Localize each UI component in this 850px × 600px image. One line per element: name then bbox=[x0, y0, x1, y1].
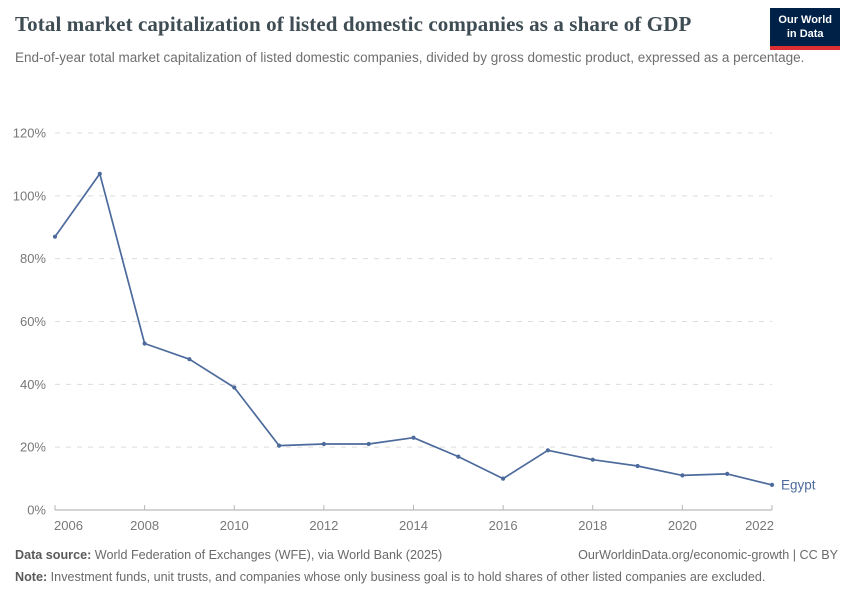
owid-logo[interactable]: Our World in Data bbox=[770, 8, 840, 50]
data-point[interactable] bbox=[769, 482, 775, 487]
y-tick-label: 120% bbox=[13, 126, 47, 141]
x-tick-label: 2010 bbox=[220, 518, 249, 533]
x-tick-label: 2006 bbox=[54, 518, 83, 533]
series-line[interactable] bbox=[52, 171, 775, 487]
note-text: Investment funds, unit trusts, and compa… bbox=[47, 570, 766, 585]
note-label: Note: bbox=[15, 570, 48, 585]
owid-link[interactable]: OurWorldinData.org/economic-growth bbox=[578, 548, 790, 563]
y-tick-label: 40% bbox=[20, 377, 46, 392]
line-chart-svg[interactable]: 0%20%40%60%80%100%120%2006 2008 2010 2012 20… bbox=[0, 118, 850, 538]
data-point[interactable] bbox=[456, 454, 461, 459]
license-text: | CC BY bbox=[789, 548, 838, 563]
data-point[interactable] bbox=[187, 357, 192, 362]
chart-header: Total market capitalization of listed do… bbox=[15, 11, 820, 67]
data-point[interactable] bbox=[52, 234, 58, 239]
data-source-text: World Federation of Exchanges (WFE), via… bbox=[91, 548, 443, 563]
data-point[interactable] bbox=[545, 448, 551, 453]
chart-footer: Data source: World Federation of Exchang… bbox=[15, 546, 838, 587]
data-point[interactable] bbox=[232, 385, 237, 390]
y-tick-label: 100% bbox=[13, 188, 47, 203]
series-end-label[interactable]: Egypt bbox=[781, 477, 816, 492]
data-points bbox=[52, 171, 775, 487]
x-tick-label: 2014 bbox=[399, 518, 428, 533]
x-tick-label: 2022 bbox=[745, 518, 774, 533]
data-point[interactable] bbox=[501, 476, 506, 481]
chart-subtitle: End-of-year total market capitalization … bbox=[15, 49, 805, 65]
y-tick-label: 60% bbox=[20, 314, 46, 329]
x-tick-label: 2008 bbox=[130, 518, 159, 533]
owid-logo-line1: Our World bbox=[778, 14, 832, 26]
x-tick-label: 2012 bbox=[309, 518, 338, 533]
data-source-label: Data source: bbox=[15, 548, 92, 563]
data-point[interactable] bbox=[635, 463, 640, 469]
data-source: Data source: World Federation of Exchang… bbox=[15, 546, 442, 565]
data-point[interactable] bbox=[680, 473, 685, 478]
x-axis bbox=[54, 505, 773, 511]
x-tick-label: 2016 bbox=[489, 518, 518, 533]
data-point[interactable] bbox=[590, 457, 595, 462]
data-point[interactable] bbox=[366, 441, 371, 447]
x-tick-label: 2020 bbox=[668, 518, 697, 533]
data-point[interactable] bbox=[142, 341, 147, 346]
data-point[interactable] bbox=[321, 441, 326, 447]
data-point[interactable] bbox=[725, 471, 730, 476]
y-axis-labels: 0% 20% 40% 60% 80% 100% 120% bbox=[13, 126, 47, 518]
note: Note: Investment funds, unit trusts, and… bbox=[15, 568, 838, 587]
y-tick-label: 80% bbox=[20, 251, 46, 266]
data-point[interactable] bbox=[97, 171, 102, 176]
x-tick-label: 2018 bbox=[578, 518, 607, 533]
y-tick-label: 0% bbox=[27, 503, 46, 518]
owid-logo-line2: in Data bbox=[786, 28, 824, 41]
attribution: OurWorldinData.org/economic-growth | CC … bbox=[578, 546, 838, 565]
y-tick-label: 20% bbox=[20, 440, 46, 455]
y-gridlines bbox=[55, 132, 772, 448]
x-axis-labels: 2006 2008 2010 2012 2014 2016 2018 2020 2022 bbox=[54, 518, 774, 533]
page-title: Total market capitalization of listed do… bbox=[15, 12, 692, 36]
data-point[interactable] bbox=[411, 435, 416, 440]
data-point[interactable] bbox=[277, 443, 282, 448]
